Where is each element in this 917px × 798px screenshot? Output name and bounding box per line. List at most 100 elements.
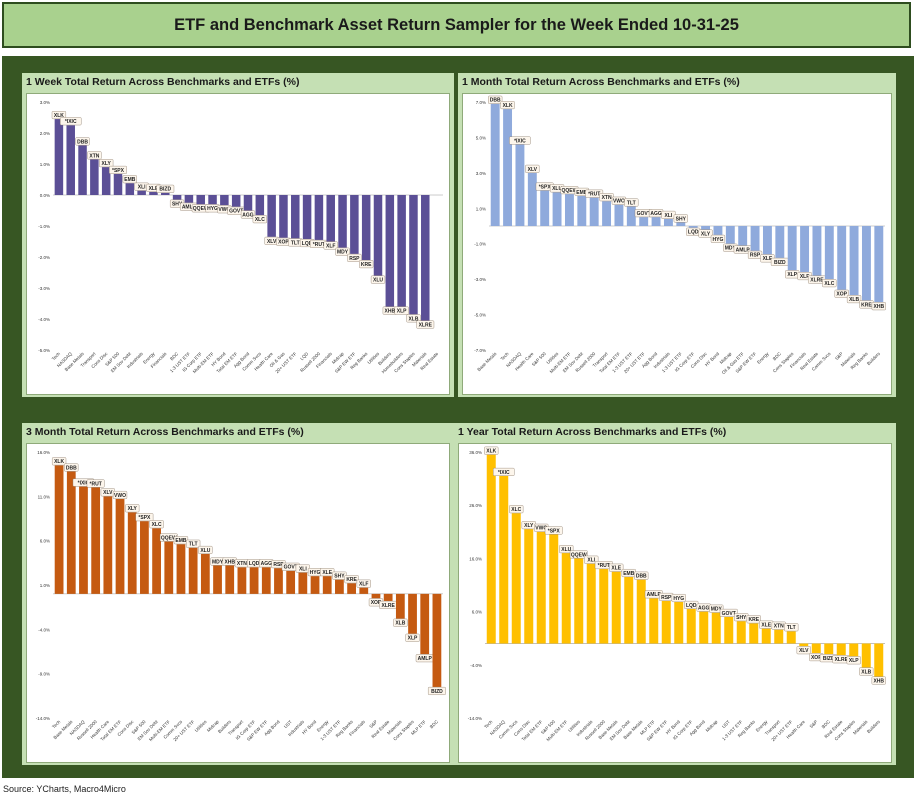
c3-bar	[824, 643, 834, 655]
c2-ytick-label: -4.0%	[38, 627, 50, 632]
c2-bar-label-box	[112, 490, 128, 499]
c2-category-label: UST	[283, 719, 293, 729]
c0-bar-label: VWO	[218, 207, 230, 213]
c2-bar-label: XLY	[128, 506, 138, 512]
c1-bar-label: XLRE	[810, 278, 824, 284]
c1-bar-label-box	[500, 101, 515, 110]
c2-bar-label: KRE	[346, 577, 357, 583]
c2-bar-label: *SPX	[138, 515, 151, 521]
c3-bar-label-box	[719, 608, 738, 617]
c1-bar-label-box	[509, 136, 531, 145]
c2-bar-label-box	[186, 539, 201, 548]
c3-bar	[724, 616, 734, 644]
c0-bar	[208, 195, 217, 205]
c3-bar-label: AGG	[698, 606, 710, 612]
c3-bar	[586, 563, 596, 644]
c0-ytick-label: -5.0%	[38, 348, 50, 353]
c0-bar-label: KRE	[361, 262, 372, 268]
c1-category-label: S&P	[834, 351, 844, 361]
c1-bar	[503, 109, 513, 226]
c1-bar-label-box	[698, 229, 713, 238]
c0-bar-label: GOVT	[229, 209, 243, 215]
c0-bar-label-box	[109, 165, 127, 174]
c0-bar-label: XLK	[54, 113, 64, 119]
c1-category-label: Tech	[500, 351, 511, 362]
c3-bar	[849, 643, 859, 657]
c0-bar-label-box	[416, 320, 435, 329]
c3-category-label: Builders	[866, 719, 882, 735]
c3-bar	[786, 631, 796, 644]
c0-bar-label: EMB	[124, 177, 135, 183]
c0-bar-label: QQEW	[193, 206, 209, 212]
c3-bar-label: XTN	[774, 624, 784, 630]
c3-ytick-label: 16.0%	[469, 556, 482, 561]
c3-bar-label-box	[609, 563, 624, 572]
c1-category-label: Energy	[756, 351, 770, 365]
c3-bar	[761, 628, 771, 644]
c3-ytick-label: 36.0%	[469, 450, 482, 455]
c2-bar-label: XLK	[54, 459, 64, 465]
c1-bar	[713, 226, 723, 235]
c1-bar-label-box	[673, 214, 688, 223]
c0-bar-label-box	[75, 137, 90, 146]
c1-bar-label: RSP	[750, 253, 761, 259]
c0-bar-label-box	[406, 314, 421, 323]
c3-bar-label: RSP	[661, 595, 672, 601]
c2-bar	[225, 565, 235, 594]
c2-bar-label: XHB	[224, 559, 235, 565]
c2-bar-label: TLT	[189, 542, 198, 548]
c2-bar-label-box	[198, 545, 213, 554]
c0-bar-label: RSP	[349, 256, 360, 262]
c1-bar-label: XLP	[787, 272, 797, 278]
c0-bar	[255, 195, 265, 216]
c3-bar-label-box	[784, 623, 799, 632]
c2-bar-label-box	[125, 504, 140, 513]
c1-bar-label: XLV	[528, 167, 538, 173]
c3-bar	[774, 629, 784, 644]
c2-bar	[298, 572, 308, 594]
c3-bar	[686, 608, 696, 644]
c1-bar-label: XLC	[824, 281, 834, 287]
c0-bar-label: DBB	[77, 139, 88, 145]
c2-bar	[237, 567, 247, 594]
c0-ytick-label: 3.0%	[40, 100, 50, 105]
c3-bar-label: LQD	[686, 603, 697, 609]
c1-ytick-label: -1.0%	[474, 242, 486, 247]
c2-bar-label: XLV	[103, 490, 113, 496]
c3-bar-label-box	[796, 646, 811, 655]
c3-bar-label-box	[634, 571, 649, 580]
c3-bar-label: XHB	[873, 678, 884, 684]
c3-bar-label: HYG	[673, 596, 684, 602]
c3-bar-label: XLRE	[835, 657, 849, 663]
c2-bar	[395, 593, 405, 619]
c3-bar-label: XOP	[811, 655, 822, 661]
c0-bar-label-box	[335, 247, 350, 256]
c2-bar	[103, 496, 113, 594]
c1-bar	[738, 226, 748, 246]
c1-bar	[527, 172, 537, 226]
c2-bar	[261, 567, 271, 594]
c2-bar	[127, 512, 137, 594]
c2-bar-label-box	[86, 479, 105, 488]
c3-bar	[649, 598, 659, 644]
c0-bar	[66, 125, 75, 195]
c1-bar-label: XOP	[836, 292, 847, 298]
c2-bar-label: HYG	[310, 570, 321, 576]
c2-bar	[140, 521, 149, 594]
c1-ytick-label: 3.0%	[476, 171, 486, 176]
c2-bar-label: LQD	[249, 561, 260, 567]
c0-bar-label-box	[60, 117, 82, 126]
c0-bar	[267, 195, 276, 237]
c0-ytick-label: 1.0%	[40, 162, 50, 167]
c3-bar	[624, 577, 634, 644]
c3-bar	[674, 602, 684, 644]
c0-bar-label-box	[240, 210, 256, 219]
plot-area-1-year: 36.0% 26.0% 16.0% 6.0% -4.0% -14.0% XLK Tech *IX…	[458, 443, 892, 763]
c2-bar-label-box	[405, 633, 420, 642]
c2-bar-label: XLC	[152, 522, 162, 528]
c1-bar-label: XHB	[874, 304, 885, 310]
c3-ytick-label: 6.0%	[472, 610, 482, 615]
c3-bar-label-box	[569, 550, 588, 559]
c3-bar	[661, 600, 671, 644]
c2-ytick-label: -14.0%	[36, 716, 50, 721]
